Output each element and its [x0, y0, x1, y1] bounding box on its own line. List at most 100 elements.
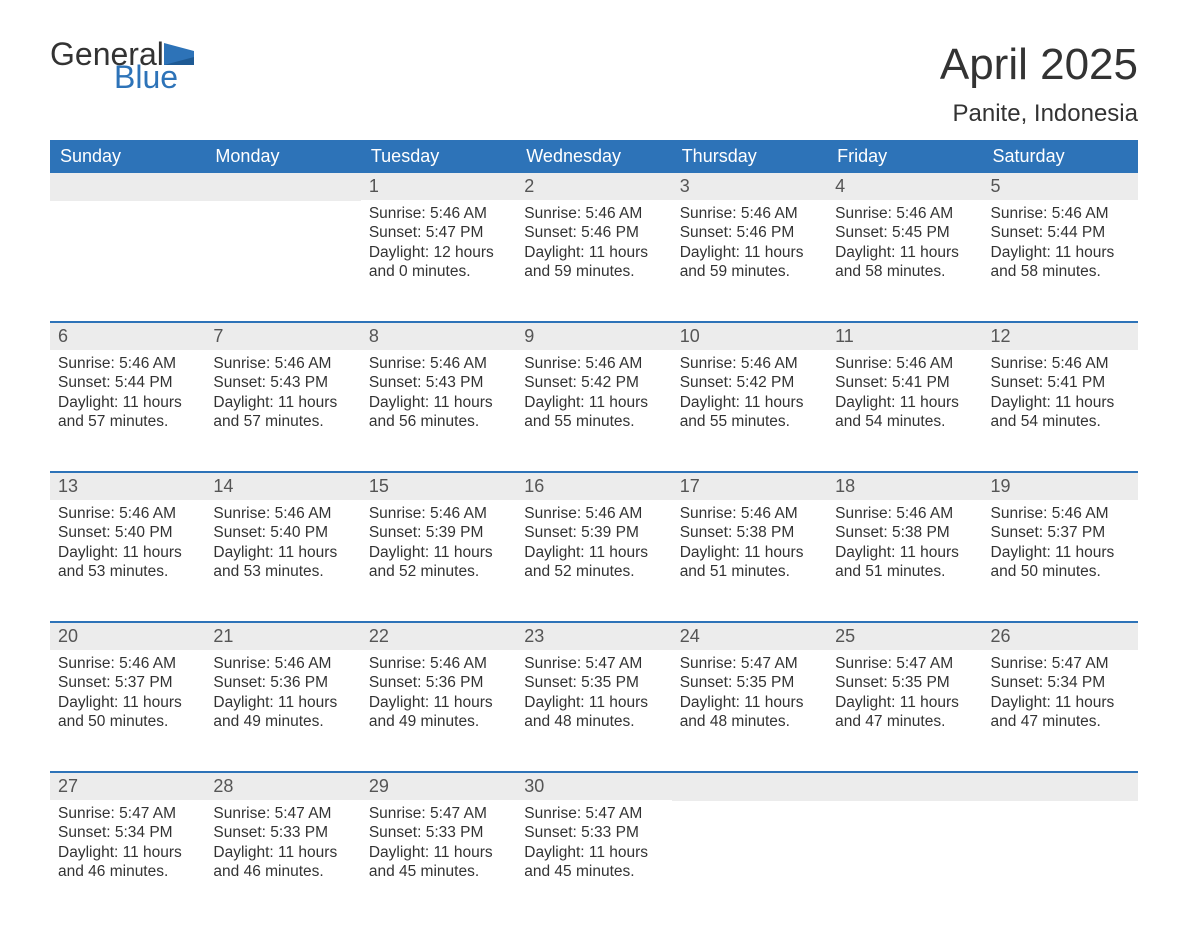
- sunrise-line: Sunrise: 5:46 AM: [524, 204, 663, 223]
- sunset-line: Sunset: 5:35 PM: [524, 673, 663, 692]
- sunrise-line: Sunrise: 5:47 AM: [524, 654, 663, 673]
- sunset-line: Sunset: 5:44 PM: [58, 373, 197, 392]
- day-number: 30: [516, 773, 671, 800]
- day-cell: 29Sunrise: 5:47 AMSunset: 5:33 PMDayligh…: [361, 773, 516, 903]
- daylight-line: Daylight: 11 hours and 59 minutes.: [680, 243, 819, 282]
- day-cell: 27Sunrise: 5:47 AMSunset: 5:34 PMDayligh…: [50, 773, 205, 903]
- sunrise-line: Sunrise: 5:46 AM: [991, 354, 1130, 373]
- month-title: April 2025: [940, 40, 1138, 90]
- day-number: 28: [205, 773, 360, 800]
- daylight-line: Daylight: 11 hours and 54 minutes.: [835, 393, 974, 432]
- day-number: 18: [827, 473, 982, 500]
- day-cell: 20Sunrise: 5:46 AMSunset: 5:37 PMDayligh…: [50, 623, 205, 753]
- sunrise-line: Sunrise: 5:47 AM: [58, 804, 197, 823]
- day-cell: 10Sunrise: 5:46 AMSunset: 5:42 PMDayligh…: [672, 323, 827, 453]
- sunrise-line: Sunrise: 5:46 AM: [524, 504, 663, 523]
- daylight-line: Daylight: 11 hours and 47 minutes.: [991, 693, 1130, 732]
- day-cell: 14Sunrise: 5:46 AMSunset: 5:40 PMDayligh…: [205, 473, 360, 603]
- day-header-monday: Monday: [205, 140, 360, 173]
- sunset-line: Sunset: 5:35 PM: [680, 673, 819, 692]
- day-header-saturday: Saturday: [983, 140, 1138, 173]
- day-cell: 6Sunrise: 5:46 AMSunset: 5:44 PMDaylight…: [50, 323, 205, 453]
- sunrise-line: Sunrise: 5:47 AM: [369, 804, 508, 823]
- daylight-line: Daylight: 11 hours and 57 minutes.: [58, 393, 197, 432]
- day-cell: [205, 173, 360, 303]
- day-number: [50, 173, 205, 201]
- week-row: 20Sunrise: 5:46 AMSunset: 5:37 PMDayligh…: [50, 621, 1138, 753]
- sunset-line: Sunset: 5:46 PM: [524, 223, 663, 242]
- day-body: Sunrise: 5:46 AMSunset: 5:44 PMDaylight:…: [50, 350, 205, 440]
- day-body: Sunrise: 5:47 AMSunset: 5:34 PMDaylight:…: [983, 650, 1138, 740]
- day-number: 7: [205, 323, 360, 350]
- sunrise-line: Sunrise: 5:47 AM: [991, 654, 1130, 673]
- sunset-line: Sunset: 5:33 PM: [213, 823, 352, 842]
- day-cell: 21Sunrise: 5:46 AMSunset: 5:36 PMDayligh…: [205, 623, 360, 753]
- day-cell: 22Sunrise: 5:46 AMSunset: 5:36 PMDayligh…: [361, 623, 516, 753]
- sunrise-line: Sunrise: 5:46 AM: [213, 654, 352, 673]
- sunrise-line: Sunrise: 5:46 AM: [369, 204, 508, 223]
- daylight-line: Daylight: 11 hours and 57 minutes.: [213, 393, 352, 432]
- day-cell: 26Sunrise: 5:47 AMSunset: 5:34 PMDayligh…: [983, 623, 1138, 753]
- day-body: Sunrise: 5:46 AMSunset: 5:40 PMDaylight:…: [205, 500, 360, 590]
- sunrise-line: Sunrise: 5:47 AM: [835, 654, 974, 673]
- daylight-line: Daylight: 11 hours and 55 minutes.: [524, 393, 663, 432]
- day-number: 24: [672, 623, 827, 650]
- sunrise-line: Sunrise: 5:46 AM: [369, 654, 508, 673]
- day-number: [205, 173, 360, 201]
- day-cell: [827, 773, 982, 903]
- day-number: 11: [827, 323, 982, 350]
- day-number: 17: [672, 473, 827, 500]
- day-body: Sunrise: 5:46 AMSunset: 5:45 PMDaylight:…: [827, 200, 982, 290]
- sunrise-line: Sunrise: 5:46 AM: [369, 354, 508, 373]
- sunset-line: Sunset: 5:42 PM: [680, 373, 819, 392]
- sunrise-line: Sunrise: 5:46 AM: [369, 504, 508, 523]
- day-body: Sunrise: 5:46 AMSunset: 5:46 PMDaylight:…: [516, 200, 671, 290]
- day-cell: [983, 773, 1138, 903]
- day-number: 26: [983, 623, 1138, 650]
- sunset-line: Sunset: 5:40 PM: [213, 523, 352, 542]
- week-row: 13Sunrise: 5:46 AMSunset: 5:40 PMDayligh…: [50, 471, 1138, 603]
- sunset-line: Sunset: 5:39 PM: [524, 523, 663, 542]
- sunset-line: Sunset: 5:39 PM: [369, 523, 508, 542]
- day-body: Sunrise: 5:46 AMSunset: 5:41 PMDaylight:…: [827, 350, 982, 440]
- logo-text-blue: Blue: [114, 63, 194, 92]
- daylight-line: Daylight: 11 hours and 51 minutes.: [835, 543, 974, 582]
- day-number: 20: [50, 623, 205, 650]
- sunset-line: Sunset: 5:38 PM: [835, 523, 974, 542]
- week-row: 6Sunrise: 5:46 AMSunset: 5:44 PMDaylight…: [50, 321, 1138, 453]
- day-number: 6: [50, 323, 205, 350]
- daylight-line: Daylight: 11 hours and 58 minutes.: [835, 243, 974, 282]
- daylight-line: Daylight: 11 hours and 53 minutes.: [58, 543, 197, 582]
- daylight-line: Daylight: 11 hours and 53 minutes.: [213, 543, 352, 582]
- day-number: 27: [50, 773, 205, 800]
- day-number: 1: [361, 173, 516, 200]
- day-body: Sunrise: 5:46 AMSunset: 5:42 PMDaylight:…: [672, 350, 827, 440]
- sunrise-line: Sunrise: 5:46 AM: [680, 204, 819, 223]
- day-body: Sunrise: 5:47 AMSunset: 5:33 PMDaylight:…: [361, 800, 516, 890]
- day-cell: 9Sunrise: 5:46 AMSunset: 5:42 PMDaylight…: [516, 323, 671, 453]
- day-number: 10: [672, 323, 827, 350]
- daylight-line: Daylight: 11 hours and 47 minutes.: [835, 693, 974, 732]
- sunset-line: Sunset: 5:44 PM: [991, 223, 1130, 242]
- week-row: 1Sunrise: 5:46 AMSunset: 5:47 PMDaylight…: [50, 173, 1138, 303]
- day-body: Sunrise: 5:47 AMSunset: 5:33 PMDaylight:…: [205, 800, 360, 890]
- day-body: Sunrise: 5:46 AMSunset: 5:41 PMDaylight:…: [983, 350, 1138, 440]
- day-body: Sunrise: 5:46 AMSunset: 5:37 PMDaylight:…: [983, 500, 1138, 590]
- day-header-wednesday: Wednesday: [516, 140, 671, 173]
- logo: General Blue: [50, 40, 194, 92]
- week-row: 27Sunrise: 5:47 AMSunset: 5:34 PMDayligh…: [50, 771, 1138, 903]
- sunrise-line: Sunrise: 5:46 AM: [991, 504, 1130, 523]
- day-body: Sunrise: 5:46 AMSunset: 5:39 PMDaylight:…: [361, 500, 516, 590]
- day-header-sunday: Sunday: [50, 140, 205, 173]
- day-body: Sunrise: 5:46 AMSunset: 5:37 PMDaylight:…: [50, 650, 205, 740]
- day-cell: 23Sunrise: 5:47 AMSunset: 5:35 PMDayligh…: [516, 623, 671, 753]
- daylight-line: Daylight: 11 hours and 58 minutes.: [991, 243, 1130, 282]
- day-cell: [50, 173, 205, 303]
- sunrise-line: Sunrise: 5:46 AM: [213, 504, 352, 523]
- title-block: April 2025 Panite, Indonesia: [940, 40, 1138, 128]
- day-cell: [672, 773, 827, 903]
- day-cell: 19Sunrise: 5:46 AMSunset: 5:37 PMDayligh…: [983, 473, 1138, 603]
- sunrise-line: Sunrise: 5:47 AM: [680, 654, 819, 673]
- weeks-container: 1Sunrise: 5:46 AMSunset: 5:47 PMDaylight…: [50, 173, 1138, 903]
- week-spacer: [50, 753, 1138, 771]
